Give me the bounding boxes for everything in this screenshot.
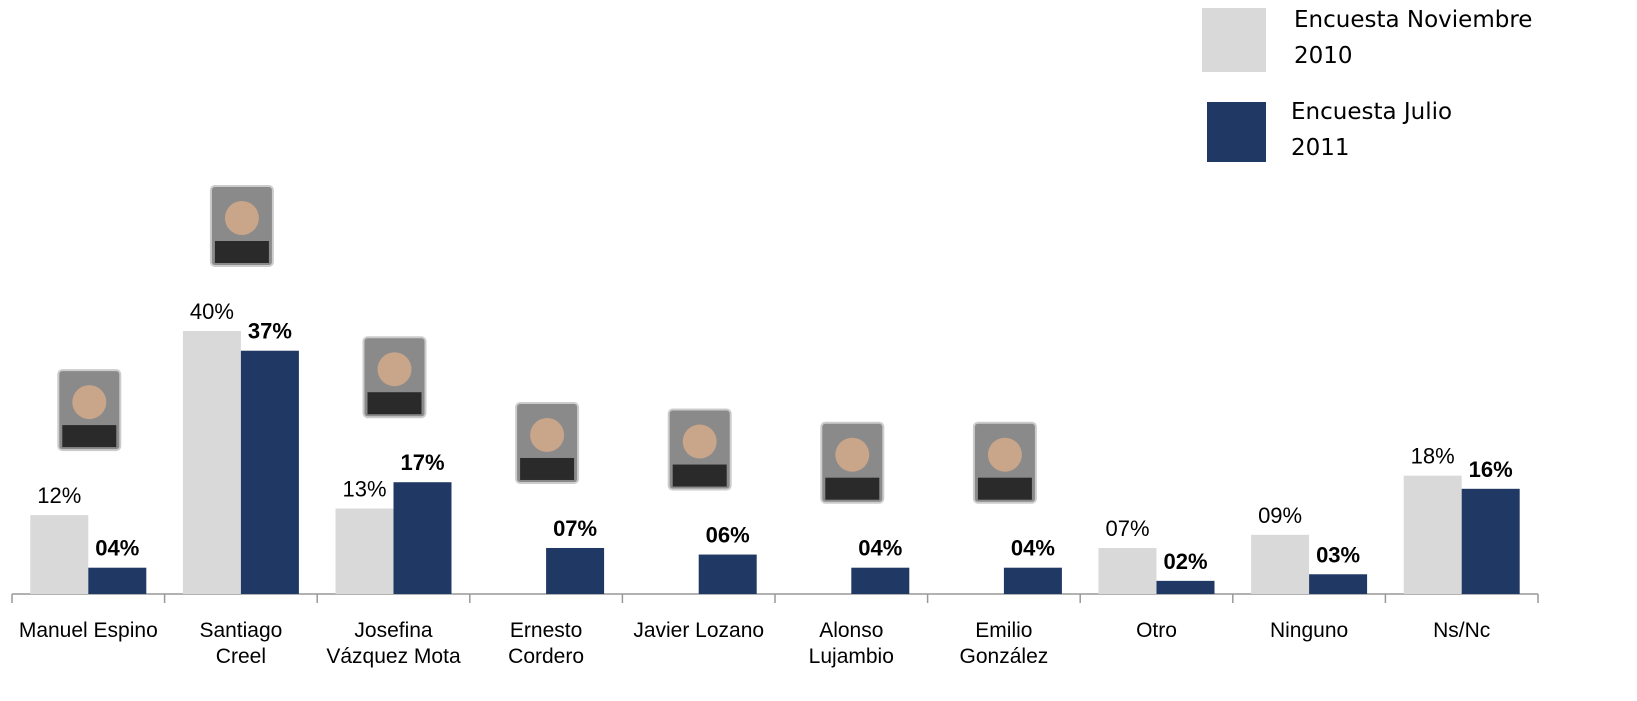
legend-label: Encuesta Noviembre 2010 bbox=[1294, 7, 1533, 69]
bar bbox=[546, 547, 605, 594]
x-tick-label: Otro bbox=[1136, 619, 1177, 642]
photo-face bbox=[835, 437, 870, 472]
value-label: 07% bbox=[1105, 516, 1149, 541]
photo-face bbox=[72, 385, 107, 420]
bar bbox=[1461, 488, 1520, 594]
value-label: 16% bbox=[1469, 457, 1513, 482]
value-label: 06% bbox=[706, 523, 750, 548]
x-tick-label: Emilio González bbox=[959, 619, 1049, 668]
value-label: 40% bbox=[190, 299, 234, 324]
value-label: 04% bbox=[1011, 536, 1055, 561]
photo-suit bbox=[62, 425, 117, 448]
photo-face bbox=[224, 201, 259, 235]
photo-suit bbox=[825, 477, 880, 500]
x-tick-label: Manuel Espino bbox=[18, 619, 158, 642]
bar bbox=[182, 331, 241, 594]
photo-suit bbox=[520, 457, 575, 480]
photo-face bbox=[682, 424, 717, 459]
value-label: 04% bbox=[858, 536, 902, 561]
bar bbox=[240, 350, 299, 594]
bar bbox=[30, 515, 89, 594]
value-label: 17% bbox=[400, 450, 444, 475]
x-tick-label: Javier Lozano bbox=[633, 619, 765, 642]
bar bbox=[335, 508, 394, 594]
photo-suit bbox=[977, 477, 1032, 500]
legend-swatch bbox=[1207, 102, 1266, 162]
photo-face bbox=[530, 417, 565, 452]
legend-label: Encuesta Julio 2011 bbox=[1291, 99, 1453, 161]
value-label: 13% bbox=[342, 477, 386, 502]
photo-face bbox=[377, 352, 412, 387]
bar bbox=[851, 567, 910, 594]
photo-suit bbox=[214, 241, 269, 263]
value-label: 07% bbox=[553, 516, 597, 541]
x-tick-label: Josefina Vázquez Mota bbox=[326, 619, 461, 668]
x-tick-label: Ninguno bbox=[1269, 619, 1349, 642]
value-label: 18% bbox=[1411, 444, 1455, 469]
x-tick-label: Alonso Lujambio bbox=[808, 619, 894, 668]
x-tick-label: Santiago Creel bbox=[199, 619, 283, 668]
bar bbox=[393, 482, 452, 594]
photo-face bbox=[987, 437, 1022, 472]
bar bbox=[1156, 580, 1215, 594]
value-label: 09% bbox=[1258, 503, 1302, 528]
legend-swatch bbox=[1202, 8, 1266, 72]
bar bbox=[1403, 475, 1462, 594]
bar bbox=[1309, 574, 1368, 594]
value-label: 12% bbox=[37, 483, 81, 508]
bar bbox=[1251, 534, 1310, 594]
x-tick-label: Ns/Nc bbox=[1433, 619, 1491, 642]
photo-suit bbox=[672, 464, 727, 487]
bar bbox=[1003, 567, 1062, 594]
bar bbox=[1098, 547, 1157, 594]
bar bbox=[698, 554, 757, 594]
photo-suit bbox=[367, 392, 422, 415]
value-label: 04% bbox=[95, 536, 139, 561]
value-label: 03% bbox=[1316, 542, 1360, 567]
value-label: 37% bbox=[248, 319, 292, 344]
bar bbox=[88, 567, 147, 594]
value-label: 02% bbox=[1163, 549, 1207, 574]
x-tick-label: Ernesto Cordero bbox=[508, 619, 585, 668]
